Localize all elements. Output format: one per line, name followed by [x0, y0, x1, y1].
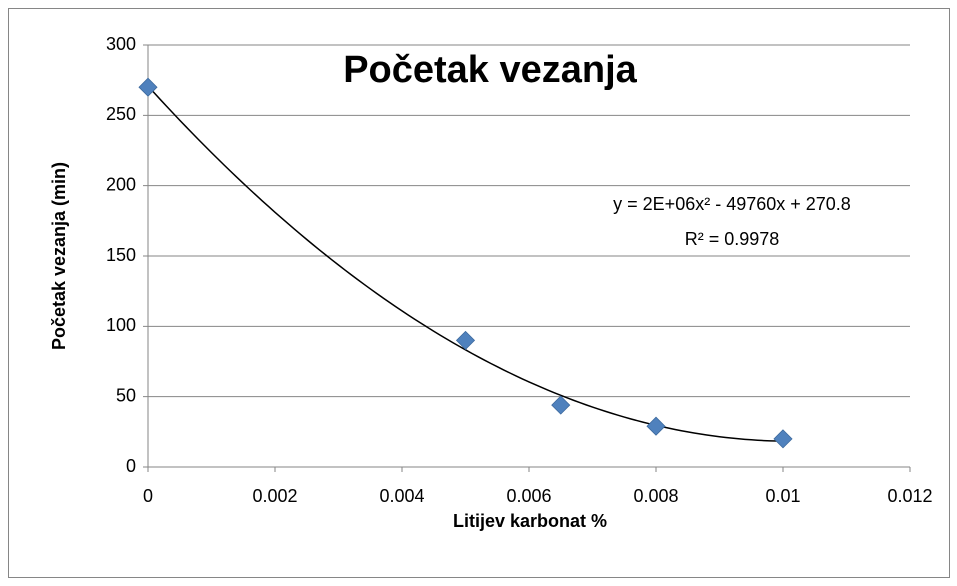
- x-tick-label: 0: [143, 486, 153, 506]
- x-tick-label: 0.002: [252, 486, 297, 506]
- y-tick-label: 100: [106, 315, 136, 335]
- y-tick-label: 200: [106, 174, 136, 194]
- y-tick-label: 250: [106, 104, 136, 124]
- trendline-equation: y = 2E+06x² - 49760x + 270.8: [613, 194, 851, 214]
- chart-title: Početak vezanja: [343, 49, 637, 91]
- data-point: [455, 330, 476, 350]
- chart-border: [8, 8, 950, 578]
- data-point: [773, 429, 793, 449]
- y-tick-label: 50: [116, 385, 136, 405]
- y-tick-label: 150: [106, 245, 136, 265]
- x-tick-label: 0.004: [379, 486, 424, 506]
- x-tick-label: 0.01: [765, 486, 800, 506]
- y-tick-label: 0: [126, 456, 136, 476]
- y-axis-label: Početak vezanja (min): [49, 162, 69, 350]
- data-point: [138, 77, 158, 97]
- y-tick-label: 300: [106, 34, 136, 54]
- x-tick-label: 0.006: [506, 486, 551, 506]
- x-tick-label: 0.008: [633, 486, 678, 506]
- trendline-r-squared: R² = 0.9978: [685, 229, 780, 249]
- data-point: [646, 416, 666, 436]
- data-point: [551, 395, 571, 415]
- x-tick-label: 0.012: [887, 486, 932, 506]
- x-axis-label: Litijev karbonat %: [453, 511, 607, 531]
